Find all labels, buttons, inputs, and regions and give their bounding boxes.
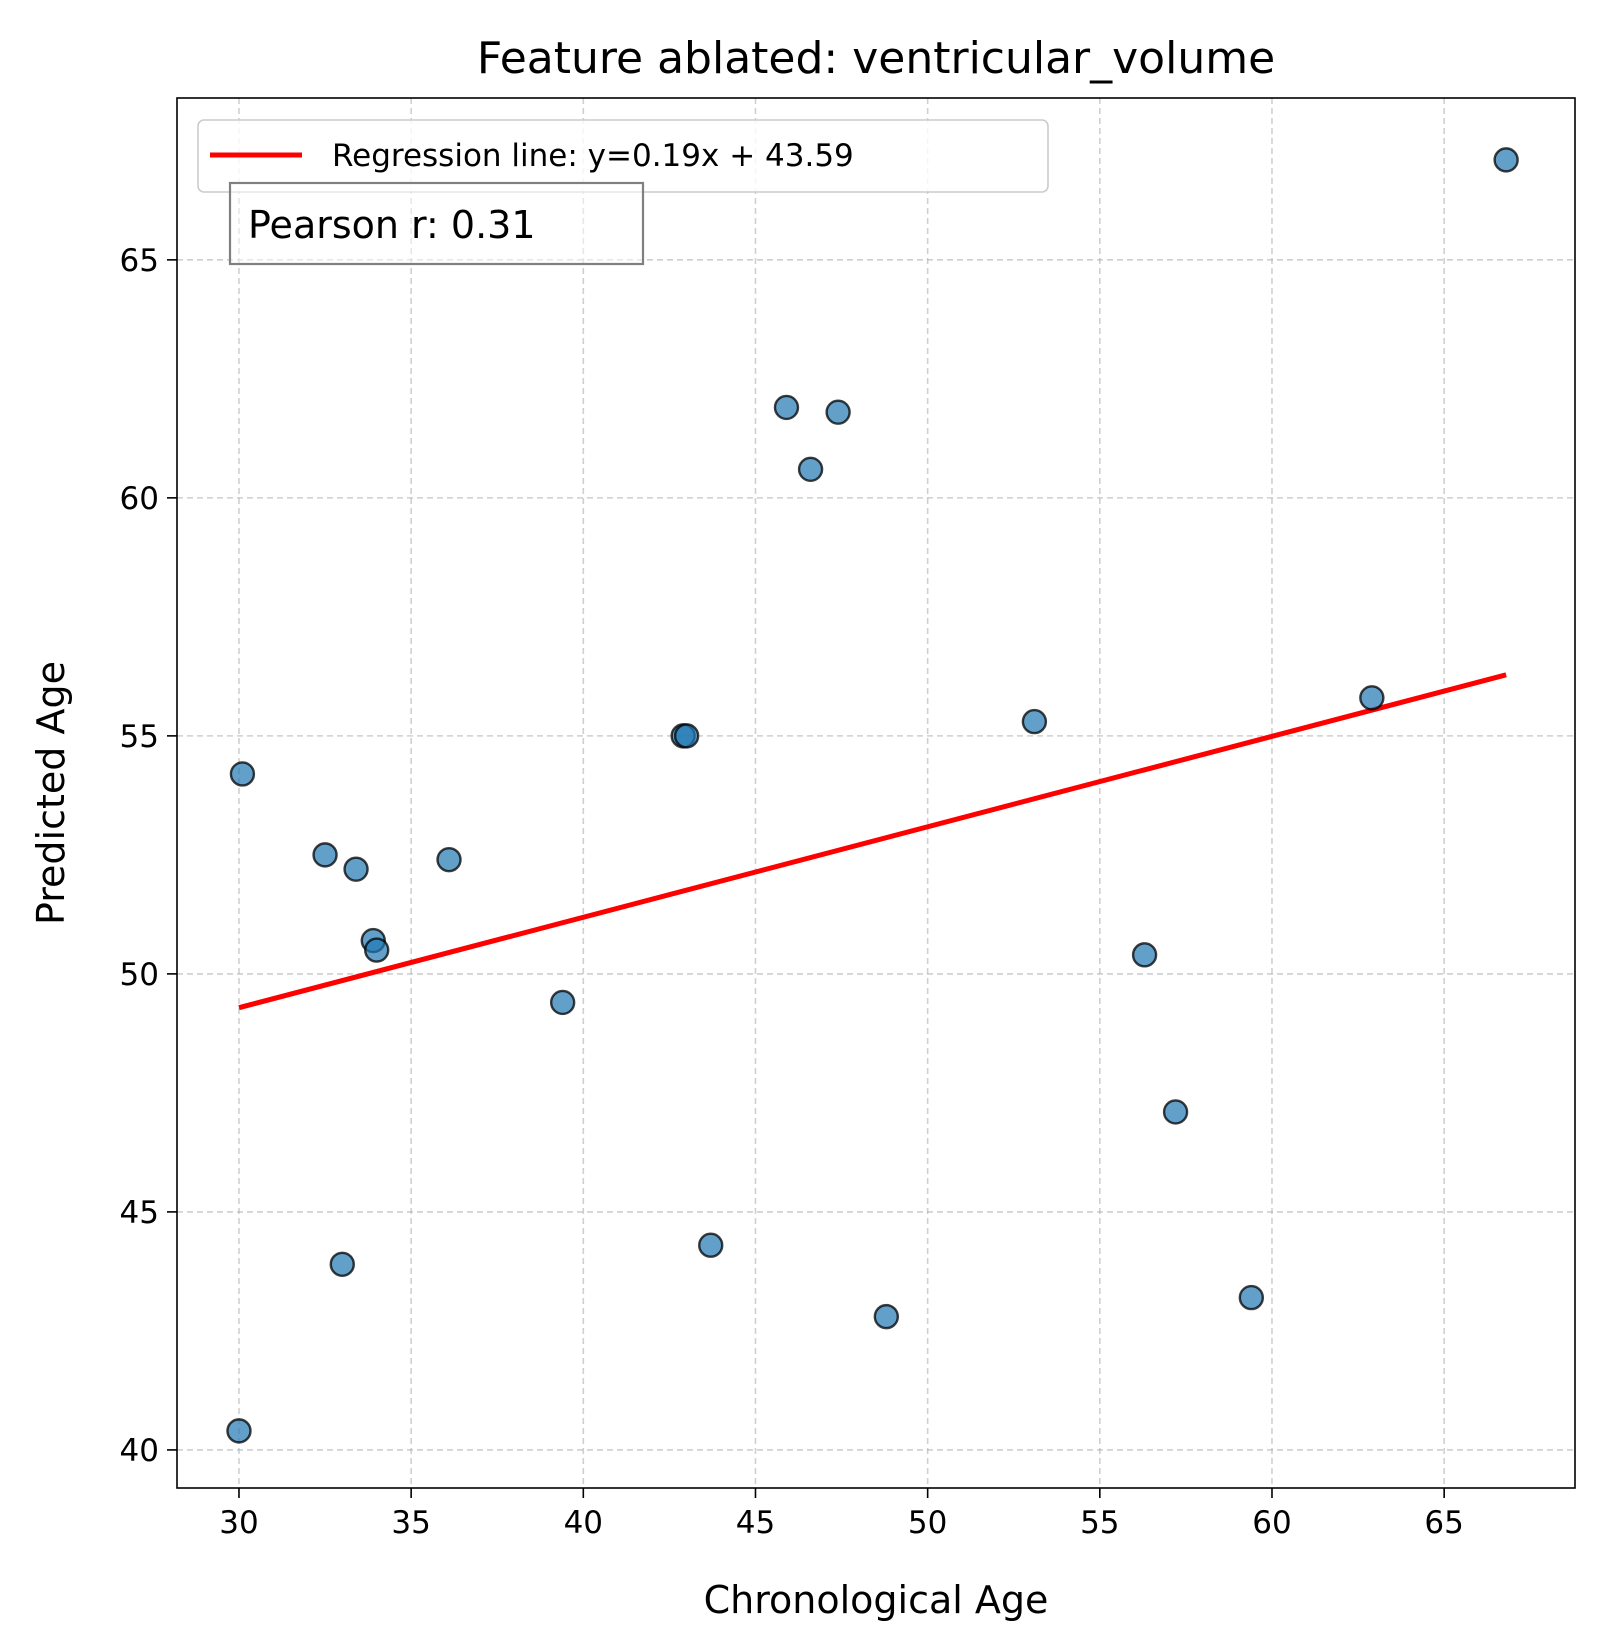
- scatter-point: [226, 1418, 252, 1444]
- y-tick-label: 50: [120, 957, 159, 993]
- y-axis-label: Predicted Age: [29, 661, 73, 925]
- scatter-point: [1131, 942, 1158, 968]
- scatter-point: [229, 761, 256, 787]
- legend-regression-label: Regression line: y=0.19x + 43.59: [332, 138, 854, 174]
- y-tick-label: 60: [120, 481, 159, 517]
- regression-line: [238, 672, 1507, 1011]
- x-tick-label: 60: [1252, 1505, 1291, 1541]
- regression-layer: [238, 672, 1507, 1011]
- pearson-annotation-text: Pearson r: 0.31: [248, 203, 536, 247]
- scatter-point: [825, 399, 851, 425]
- scatter-point: [873, 1303, 900, 1330]
- scatter-point: [673, 723, 700, 749]
- grid-lines: [177, 98, 1575, 1488]
- x-tick-label: 40: [564, 1505, 603, 1541]
- x-tick-label: 65: [1424, 1505, 1463, 1541]
- x-tick-label: 45: [736, 1505, 775, 1541]
- x-tick-label: 35: [391, 1505, 430, 1541]
- x-axis-label: Chronological Age: [704, 1578, 1049, 1622]
- chart-title: Feature ablated: ventricular_volume: [477, 33, 1275, 84]
- pearson-annotation-box: [228, 181, 645, 266]
- y-tick-label: 45: [120, 1195, 159, 1231]
- y-tick-label: 55: [120, 719, 159, 755]
- scatter-point: [773, 394, 800, 421]
- y-tick-label: 40: [120, 1433, 159, 1469]
- scatter-point: [1359, 685, 1385, 711]
- scatter-points: [226, 147, 1519, 1444]
- y-tick-label: 65: [120, 243, 159, 279]
- scatter-point: [1162, 1099, 1189, 1125]
- legend: Regression line: y=0.19x + 43.59: [197, 119, 1049, 193]
- scatter-point: [329, 1251, 355, 1277]
- y-axis-ticks: 40 45 50 55 60 65: [120, 243, 177, 1469]
- scatter-point: [698, 1232, 724, 1258]
- scatter-point: [549, 989, 576, 1016]
- scatter-point: [797, 456, 824, 483]
- plot-frame: [176, 97, 1576, 1489]
- scatter-point: [364, 937, 390, 963]
- scatter-point: [312, 842, 338, 868]
- x-axis-ticks: 30 35 40 45 50 55 60 65: [219, 1488, 1464, 1541]
- scatter-point: [343, 856, 369, 882]
- scatter-point: [436, 846, 462, 873]
- x-tick-label: 55: [1080, 1505, 1119, 1541]
- pearson-annotation: Pearson r: 0.31: [228, 181, 645, 266]
- scatter-point: [1493, 147, 1519, 173]
- scatter-point: [1021, 708, 1048, 735]
- x-tick-label: 30: [219, 1505, 258, 1541]
- x-tick-label: 50: [908, 1505, 947, 1541]
- scatter-point: [1238, 1284, 1265, 1311]
